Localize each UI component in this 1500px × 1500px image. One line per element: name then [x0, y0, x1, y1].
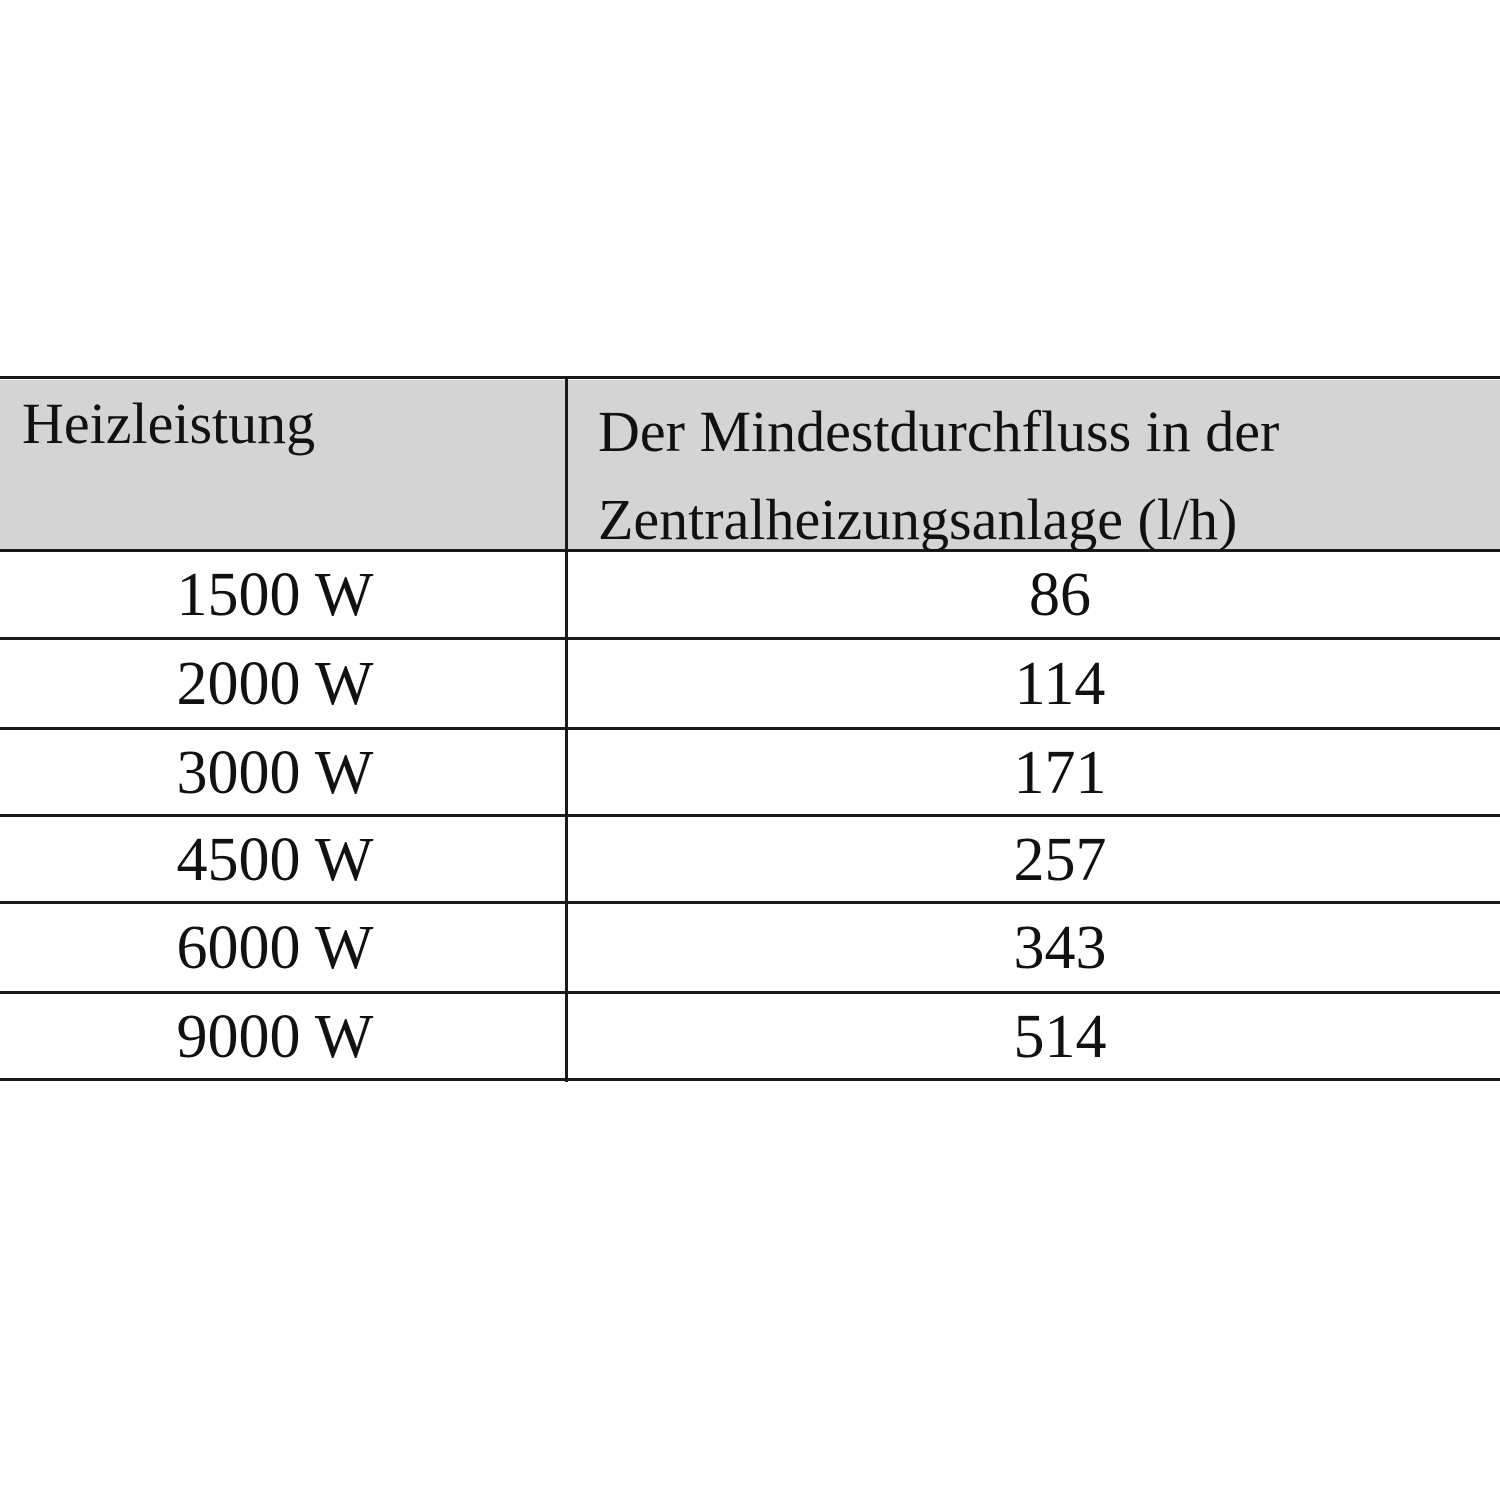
table-header-divider — [0, 549, 1500, 552]
cell-durchfluss: 114 — [1014, 650, 1106, 718]
table-row-divider — [0, 991, 1500, 994]
cell-durchfluss: 257 — [1013, 825, 1107, 894]
cell-durchfluss: 171 — [1013, 738, 1107, 807]
cell-durchfluss: 514 — [1013, 1002, 1107, 1071]
cell-durchfluss: 86 — [1029, 561, 1091, 629]
table-row-divider — [0, 637, 1500, 640]
cell-heizleistung: 9000 W — [176, 1002, 374, 1071]
table-border-top — [0, 376, 1500, 379]
header-mindestdurchfluss: Der Mindestdurchfluss in der Zentralheiz… — [598, 399, 1280, 552]
header-heizleistung: Heizleistung — [22, 391, 316, 456]
table-row-divider — [0, 1078, 1500, 1081]
cell-durchfluss: 343 — [1013, 914, 1107, 982]
table-row-divider — [0, 814, 1500, 817]
cell-heizleistung: 1500 W — [176, 561, 374, 629]
cell-heizleistung: 4500 W — [176, 825, 374, 894]
cell-heizleistung: 3000 W — [176, 738, 374, 807]
cell-heizleistung: 2000 W — [176, 650, 374, 718]
table-row-divider — [0, 727, 1500, 730]
cell-heizleistung: 6000 W — [176, 914, 374, 982]
table-row-divider — [0, 901, 1500, 904]
table-header-background — [0, 380, 1500, 550]
